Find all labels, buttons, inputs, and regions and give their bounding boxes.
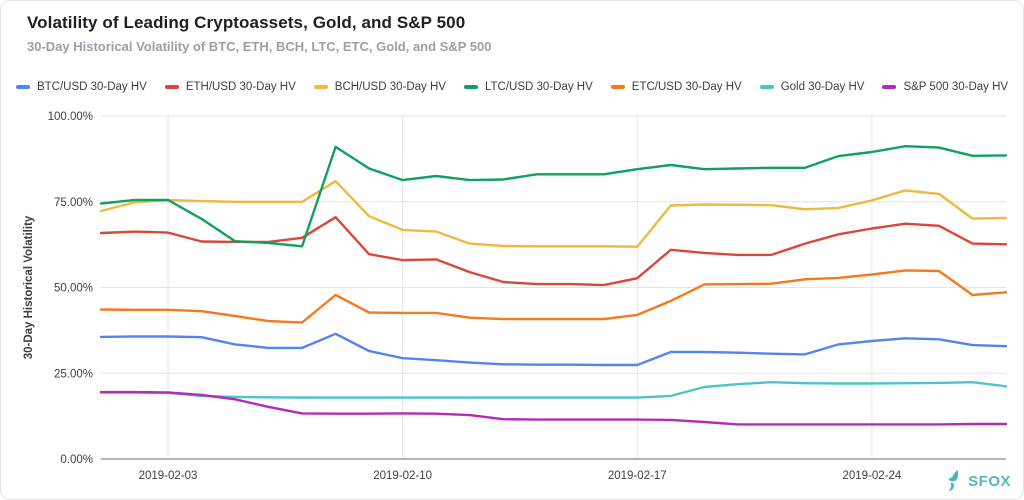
legend-label: ETH/USD 30-Day HV — [185, 81, 296, 93]
chart-subtitle: 30-Day Historical Volatility of BTC, ETH… — [27, 39, 492, 54]
legend-label: ETC/USD 30-Day HV — [631, 81, 742, 93]
y-tick-label: 25.00% — [54, 368, 93, 380]
legend-label: BCH/USD 30-Day HV — [334, 81, 446, 93]
legend-item: ETC/USD 30-Day HV — [610, 81, 742, 93]
legend-swatch-icon — [164, 85, 179, 89]
legend-label: LTC/USD 30-Day HV — [484, 81, 593, 93]
x-tick-label: 2019-02-03 — [139, 470, 198, 482]
x-tick-label: 2019-02-17 — [608, 470, 667, 482]
legend-item: BCH/USD 30-Day HV — [313, 81, 446, 93]
legend-swatch-icon — [15, 85, 30, 89]
series-line — [99, 381, 1008, 399]
legend-swatch-icon — [759, 85, 774, 89]
legend-swatch-icon — [463, 85, 478, 89]
legend-swatch-icon — [882, 85, 897, 89]
y-tick-label: 50.00% — [54, 283, 93, 295]
chart-header: Volatility of Leading Cryptoassets, Gold… — [27, 13, 491, 54]
chart-title: Volatility of Leading Cryptoassets, Gold… — [27, 13, 466, 32]
chart-legend: BTC/USD 30-Day HV ETH/USD 30-Day HV BCH/US… — [1, 81, 1023, 93]
legend-swatch-icon — [610, 85, 625, 89]
series-line — [99, 179, 1008, 248]
sfox-logo-icon — [948, 470, 959, 492]
legend-item: LTC/USD 30-Day HV — [463, 81, 593, 93]
x-tick-label: 2019-02-10 — [373, 470, 432, 482]
series-line — [99, 144, 1008, 248]
legend-item: ETH/USD 30-Day HV — [164, 81, 296, 93]
series-line — [99, 332, 1008, 367]
legend-item: Gold 30-Day HV — [759, 81, 865, 93]
y-tick-label: 0.00% — [60, 454, 93, 466]
y-axis-title: 30-Day Historical Volatility — [23, 215, 35, 359]
legend-label: S&P 500 30-Day HV — [903, 81, 1009, 93]
x-tick-label: 2019-02-24 — [843, 470, 902, 482]
legend-label: BTC/USD 30-Day HV — [36, 81, 147, 93]
y-tick-label: 100.00% — [48, 111, 93, 123]
brand-footer: SFOX — [944, 469, 1011, 493]
legend-label: Gold 30-Day HV — [780, 81, 865, 93]
brand-wordmark: SFOX — [968, 472, 1011, 490]
legend-swatch-icon — [313, 85, 328, 89]
series-line — [99, 269, 1008, 324]
legend-item: S&P 500 30-Day HV — [882, 81, 1008, 93]
y-tick-label: 75.00% — [54, 197, 93, 209]
series-line — [99, 390, 1008, 426]
legend-item: BTC/USD 30-Day HV — [15, 81, 147, 93]
